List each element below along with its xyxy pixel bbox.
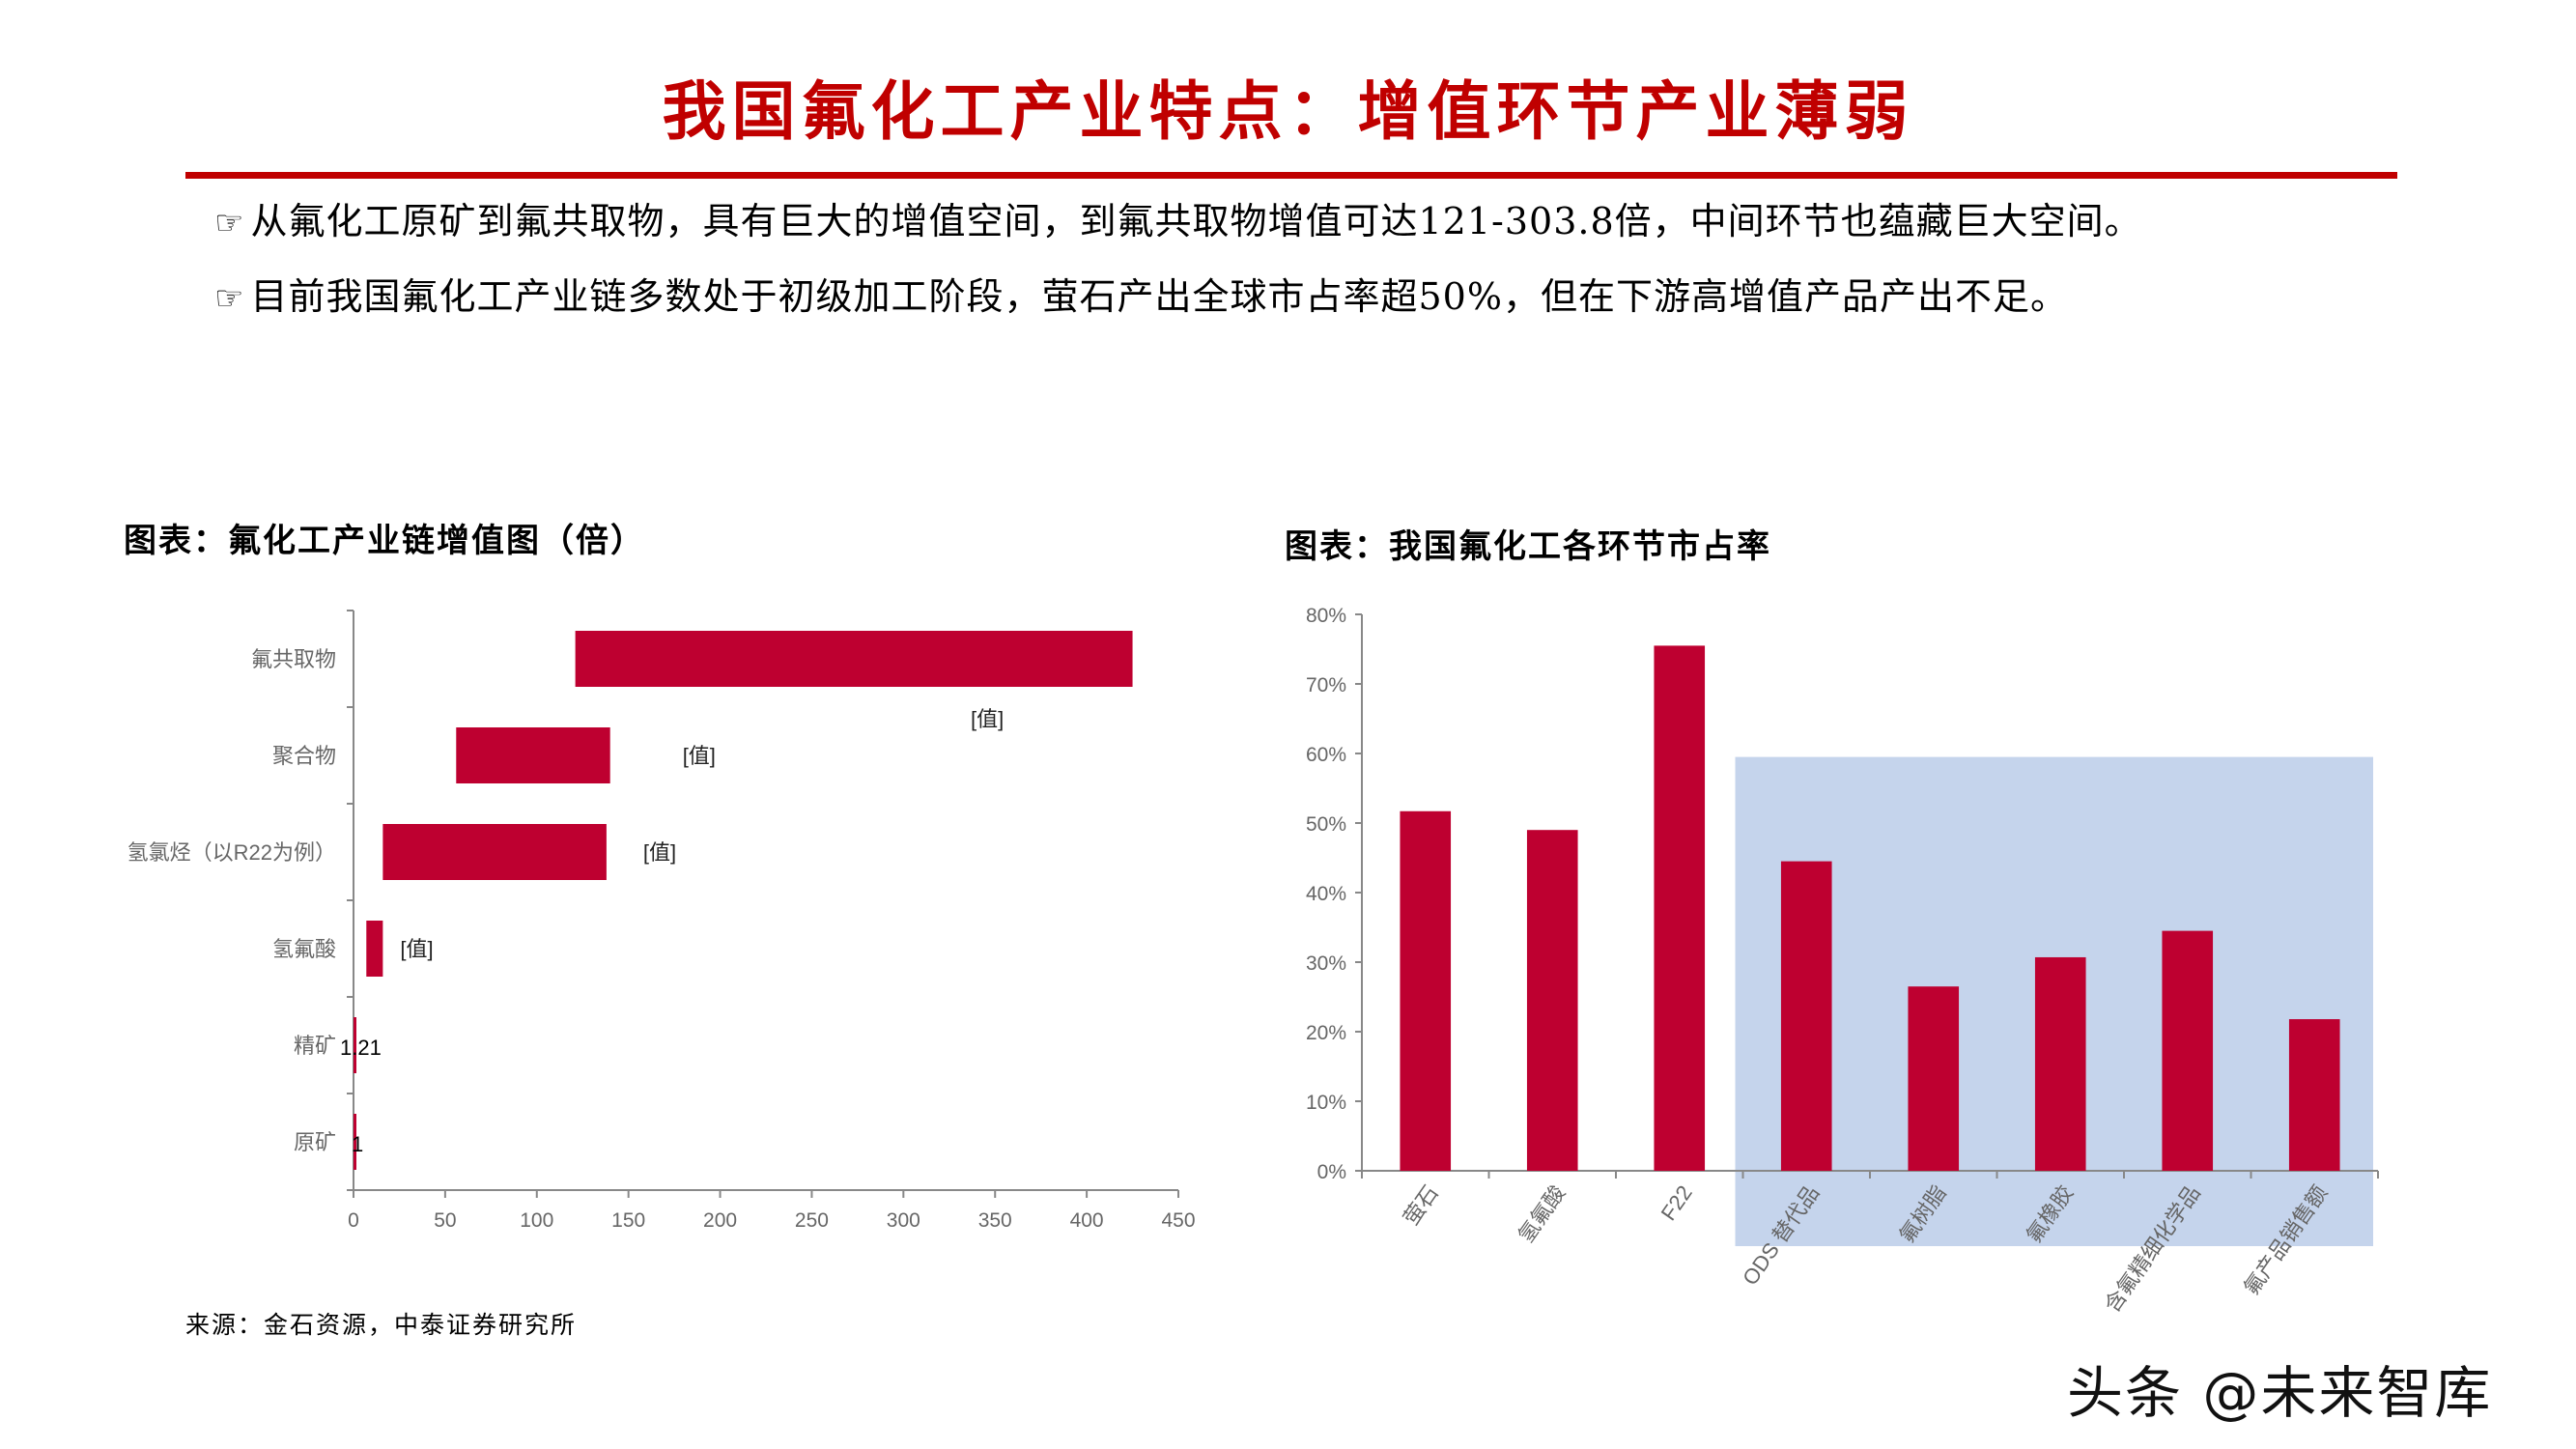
y-tick-label: 0% [1317, 1161, 1346, 1183]
y-tick-label: 50% [1306, 813, 1346, 836]
bullet-text: 目前我国氟化工产业链多数处于初级加工阶段，萤石产出全球市占率超50%，但在下游高… [250, 275, 2068, 318]
bar [456, 727, 610, 783]
left-chart-title: 图表：氟化工产业链增值图（倍） [124, 522, 645, 560]
y-tick-label: 20% [1306, 1022, 1346, 1044]
bar [1654, 645, 1706, 1171]
x-tick-label: 450 [1161, 1209, 1195, 1232]
y-category-label: 氢氯烃（以R22为例） [127, 840, 336, 865]
bar [2034, 956, 2086, 1171]
x-tick-label: 300 [887, 1209, 920, 1232]
source-note: 来源：金石资源，中泰证券研究所 [185, 1311, 578, 1339]
value-added-bar-chart: 0 50 100 150 200 250 300 350 400 450 氟共取物 [值] 聚合物 [值]… [127, 610, 1196, 1232]
x-tick-label: 0 [348, 1209, 359, 1232]
y-category-label: 原矿 [294, 1130, 336, 1154]
data-label: 1.21 [340, 1036, 382, 1060]
y-category-label: 聚合物 [272, 744, 336, 768]
pointing-hand-icon: ☞ [214, 279, 245, 318]
bar [575, 631, 1133, 687]
y-tick-label: 60% [1306, 744, 1346, 766]
data-label: [值] [683, 744, 716, 768]
x-tick-label: 50 [434, 1209, 456, 1232]
bar [2288, 1019, 2340, 1171]
bar [2162, 930, 2214, 1171]
x-tick-label: 100 [520, 1209, 553, 1232]
x-category-label: 萤石 [1399, 1181, 1443, 1230]
y-category-label: 氢氟酸 [272, 937, 336, 961]
bar [1400, 810, 1452, 1171]
y-category-label: 精矿 [294, 1034, 336, 1058]
bullet-2: ☞ 目前我国氟化工产业链多数处于初级加工阶段，萤石产出全球市占率超50%，但在下游… [214, 267, 2068, 320]
bar [1780, 861, 1832, 1171]
x-tick-label: 200 [703, 1209, 737, 1232]
page-title: 我国氟化工产业特点：增值环节产业薄弱 [662, 73, 1914, 149]
bullet-text: 从氟化工原矿到氟共取物，具有巨大的增值空间，到氟共取物增值可达121-303.8… [250, 200, 2142, 242]
y-category-label: 氟共取物 [251, 647, 336, 671]
bar [1908, 986, 1960, 1171]
market-share-bar-chart: 0%10%20%30%40%50%60%70%80%萤石 氢氟酸 F22 ODS 替代… [1306, 605, 2379, 1317]
y-tick-label: 10% [1306, 1092, 1346, 1114]
watermark: 头条 @未来智库 [2067, 1360, 2493, 1426]
bar [366, 921, 383, 977]
data-label: 1 [352, 1132, 363, 1156]
pointing-hand-icon: ☞ [214, 204, 245, 242]
y-tick-label: 70% [1306, 674, 1346, 696]
x-tick-label: 400 [1070, 1209, 1104, 1232]
x-category-label: F22 [1656, 1181, 1697, 1225]
x-tick-label: 150 [611, 1209, 645, 1232]
y-tick-label: 40% [1306, 883, 1346, 905]
bar [382, 824, 607, 880]
x-tick-label: 350 [978, 1209, 1012, 1232]
y-tick-label: 30% [1306, 952, 1346, 975]
data-label: [值] [971, 707, 1004, 731]
bar [354, 1114, 356, 1170]
right-chart-title: 图表：我国氟化工各环节市占率 [1285, 527, 1771, 566]
data-label: [值] [400, 937, 433, 961]
bar [354, 1017, 356, 1073]
x-category-label: 氢氟酸 [1514, 1181, 1570, 1247]
data-label: [值] [643, 840, 676, 865]
bullet-1: ☞ 从氟化工原矿到氟共取物，具有巨大的增值空间，到氟共取物增值可达121-303.… [214, 191, 2142, 244]
title-divider [185, 172, 2397, 179]
x-tick-label: 250 [795, 1209, 829, 1232]
bar [1526, 830, 1578, 1171]
y-tick-label: 80% [1306, 605, 1346, 627]
